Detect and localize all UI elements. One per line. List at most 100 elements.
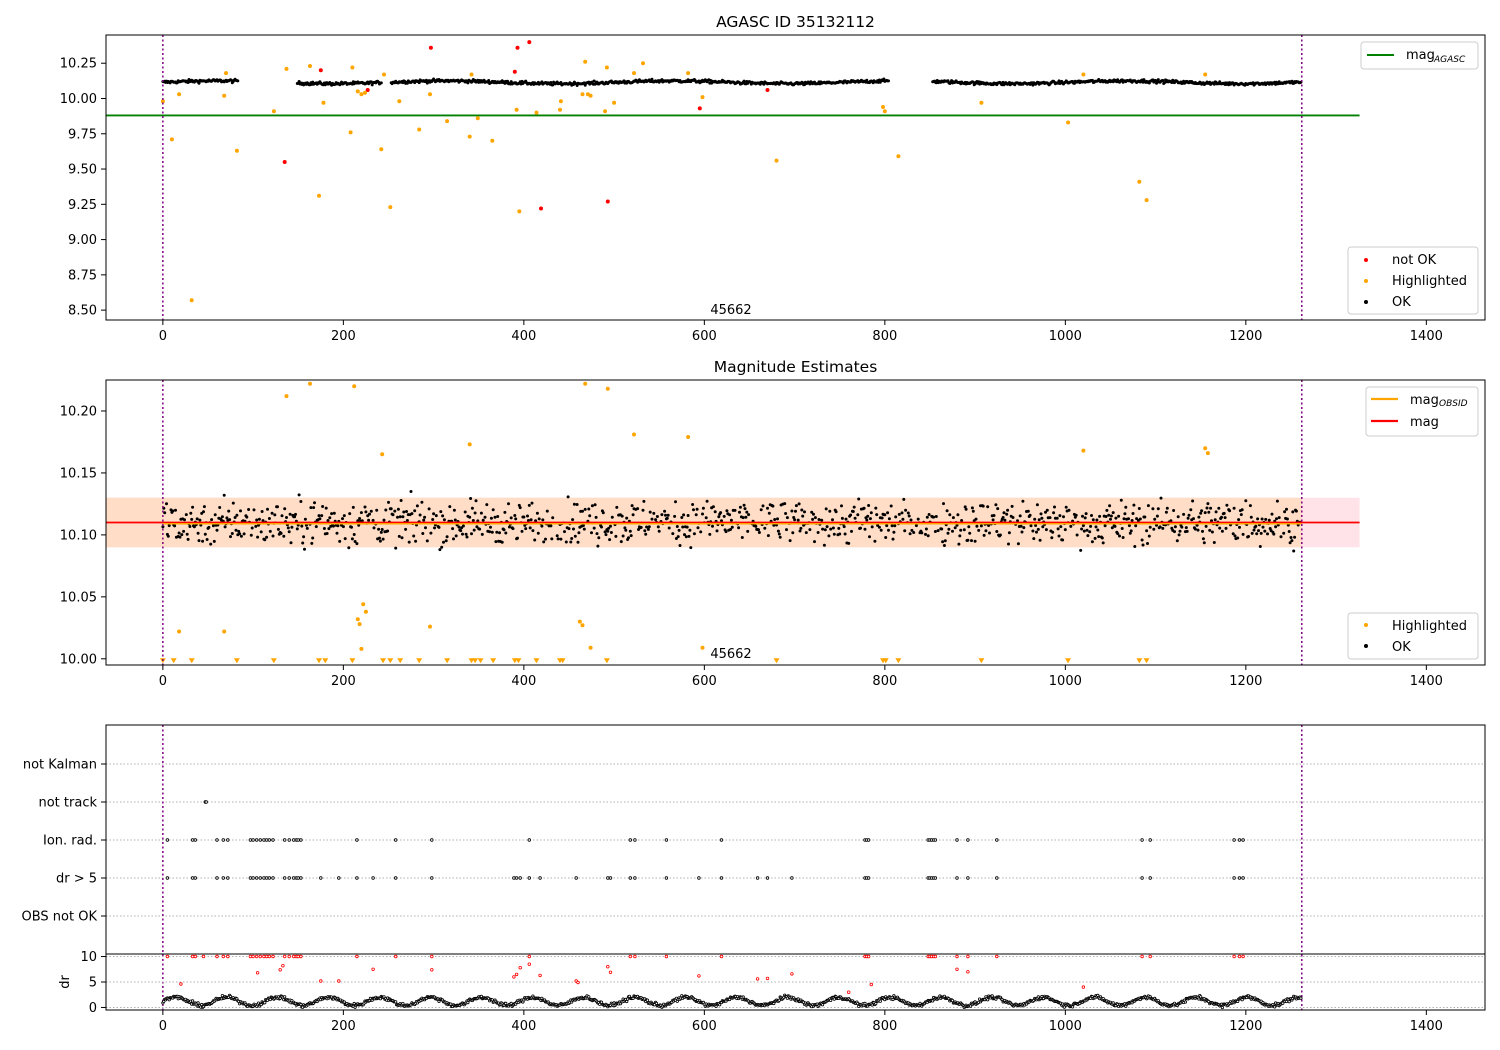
ok-point xyxy=(821,527,825,531)
ok-point xyxy=(293,515,297,519)
legend-bottom: not OK Highlighted OK xyxy=(1347,246,1479,315)
ok-point xyxy=(368,512,371,516)
ok-point xyxy=(1196,528,1200,532)
highlighted-point xyxy=(469,72,474,77)
ok-point xyxy=(326,519,330,522)
ok-point xyxy=(496,515,500,518)
flag-point xyxy=(1148,876,1152,880)
ok-point xyxy=(788,539,792,543)
flag-category-label: OBS not OK xyxy=(22,910,98,925)
ok-point xyxy=(970,539,973,543)
ok-point xyxy=(1264,517,1268,521)
ok-point xyxy=(1225,503,1229,507)
dr-point xyxy=(1062,1005,1067,1009)
ok-point xyxy=(705,499,709,503)
ok-point xyxy=(197,81,201,85)
highlighted-point xyxy=(558,107,562,112)
ok-point xyxy=(886,511,890,515)
ok-point xyxy=(1275,499,1279,503)
ok-point xyxy=(1207,510,1211,514)
ok-point xyxy=(951,529,954,533)
ok-point xyxy=(1173,530,1176,534)
highlighted-point xyxy=(517,209,522,214)
legend-label-mag: mag xyxy=(1406,48,1435,63)
ok-point xyxy=(880,516,884,520)
ok-point xyxy=(188,525,192,528)
ok-point xyxy=(1202,541,1206,545)
dr-red-point xyxy=(966,954,970,959)
ok-point xyxy=(827,534,831,538)
x-tick-label: 600 xyxy=(692,674,717,689)
flag-category-label: not track xyxy=(38,796,97,811)
ok-point xyxy=(533,538,537,542)
ok-point xyxy=(465,535,469,539)
ok-point xyxy=(1135,517,1139,521)
dr-red-point xyxy=(215,954,219,959)
ok-point xyxy=(1293,535,1297,539)
ok-point xyxy=(683,533,686,537)
dr-red-point xyxy=(765,976,770,981)
ok-point xyxy=(722,514,726,518)
dr-red-point xyxy=(512,975,516,979)
highlighted-point xyxy=(355,89,360,94)
ok-point xyxy=(412,534,416,538)
dr-point xyxy=(191,999,195,1003)
x-tick-label: 400 xyxy=(511,674,536,689)
highlighted-point xyxy=(686,71,691,76)
ok-point xyxy=(894,515,898,519)
ok-point xyxy=(711,524,714,528)
dr-point xyxy=(777,998,781,1002)
ok-point xyxy=(165,502,168,506)
ok-point xyxy=(925,515,929,519)
legend-marker xyxy=(1364,258,1368,262)
ok-point xyxy=(1239,513,1243,517)
y-tick-label: 10.15 xyxy=(60,466,97,481)
ok-point xyxy=(312,506,316,510)
ok-point xyxy=(754,524,758,528)
ok-point xyxy=(549,81,553,84)
dr-red-point xyxy=(394,954,398,959)
dr-red-point xyxy=(193,954,197,959)
highlighted-point xyxy=(359,646,364,651)
ok-point xyxy=(1108,504,1112,508)
ok-point xyxy=(317,514,321,518)
ok-point xyxy=(328,516,332,520)
flag-point xyxy=(248,876,253,880)
dr-point xyxy=(832,997,836,1001)
flag-point xyxy=(1237,838,1242,842)
ok-point xyxy=(377,527,381,531)
ok-point xyxy=(681,525,685,529)
dr-point xyxy=(1197,997,1201,1001)
ok-point xyxy=(522,515,526,519)
ok-point xyxy=(975,524,979,528)
ok-point xyxy=(237,529,241,533)
legend-label-mag-obsid-sub: OBSID xyxy=(1439,399,1468,409)
ok-point xyxy=(256,535,260,539)
ok-point xyxy=(924,527,928,531)
ok-point xyxy=(1176,515,1180,519)
ok-point xyxy=(1082,529,1086,533)
ok-point xyxy=(387,500,390,504)
ok-point xyxy=(327,527,331,531)
ok-point xyxy=(676,535,680,539)
ok-point xyxy=(303,547,306,551)
not-ok-point xyxy=(512,69,517,74)
ok-point xyxy=(471,519,475,522)
ok-point xyxy=(433,526,436,530)
ok-point xyxy=(1282,531,1286,535)
highlighted-below-marker xyxy=(490,658,497,664)
ok-point xyxy=(202,510,205,514)
ok-point xyxy=(370,83,374,87)
ok-point xyxy=(1033,517,1037,521)
flag-point xyxy=(933,838,938,842)
ok-point xyxy=(713,510,717,514)
ok-point xyxy=(859,526,862,530)
ok-point xyxy=(1074,513,1078,517)
ok-point xyxy=(1094,525,1098,529)
ok-point xyxy=(708,532,712,536)
dr-point xyxy=(1071,1005,1075,1009)
ok-point xyxy=(825,525,829,529)
ok-point xyxy=(230,532,234,535)
x-tick-label: 600 xyxy=(692,329,717,344)
ok-point xyxy=(1274,525,1278,529)
